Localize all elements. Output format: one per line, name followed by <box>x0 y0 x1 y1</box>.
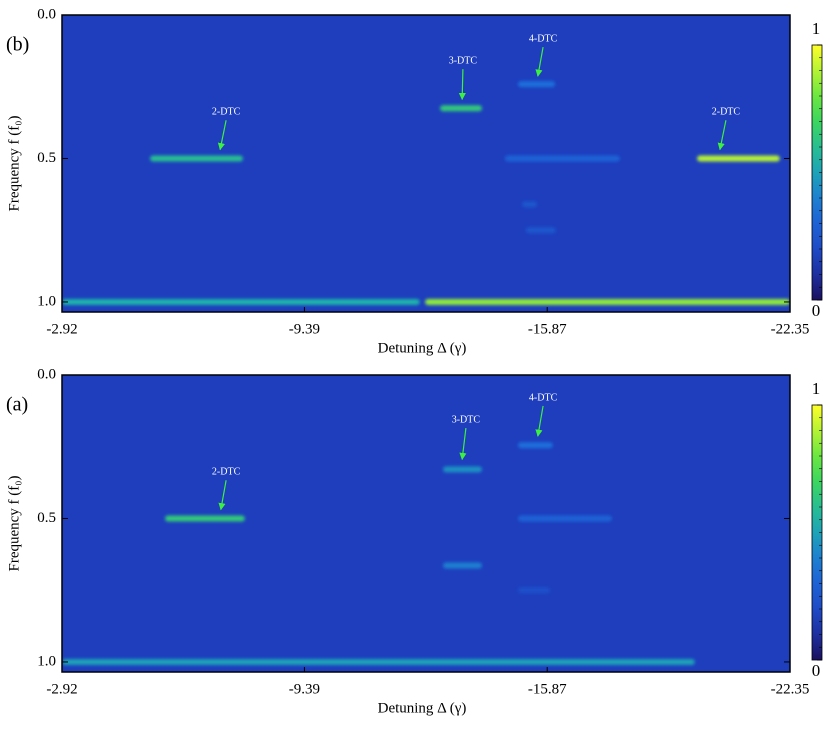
panel-label: (a) <box>6 394 28 416</box>
annotation: 2-DTC <box>212 467 241 478</box>
x-tick-label: -15.87 <box>528 321 567 337</box>
panel-label: (b) <box>6 34 29 56</box>
heatmap-background <box>62 375 790 672</box>
streak <box>62 658 695 665</box>
annotation: 2-DTC <box>712 107 741 118</box>
streak <box>525 227 556 234</box>
y-tick-label: 0.5 <box>37 150 56 166</box>
x-axis-label: Detuning Δ (γ) <box>378 700 467 716</box>
y-tick-label: 0.0 <box>37 366 56 382</box>
colorbar-tick-label: 0 <box>812 661 821 680</box>
y-tick-label: 0.5 <box>37 510 56 526</box>
streak <box>443 562 483 569</box>
plot-frame <box>61 14 791 313</box>
colorbar-tick-label: 1 <box>812 19 821 38</box>
x-tick-label: -2.92 <box>46 321 77 337</box>
x-axis-label: Detuning Δ (γ) <box>378 340 467 356</box>
annotation-arrow <box>459 427 467 461</box>
y-tick-label: 0.0 <box>37 6 56 22</box>
streak <box>440 105 483 112</box>
streak <box>517 587 551 594</box>
annotation: 4-DTC <box>529 33 558 44</box>
annotation-arrow <box>458 69 466 101</box>
streak <box>517 515 613 522</box>
streak <box>443 466 483 473</box>
streak <box>62 298 420 305</box>
streak <box>697 155 780 162</box>
y-tick-label: 1.0 <box>37 653 56 669</box>
annotation: 4-DTC <box>529 392 558 403</box>
streak <box>517 81 556 88</box>
colorbar-tick-label: 0 <box>812 301 821 320</box>
annotation: 3-DTC <box>449 55 478 66</box>
streak <box>504 155 620 162</box>
annotation: 2-DTC <box>212 107 241 118</box>
streak <box>150 155 243 162</box>
x-tick-label: -9.39 <box>289 681 320 697</box>
x-tick-label: -9.39 <box>289 321 320 337</box>
plot-frame <box>61 374 791 673</box>
x-tick-label: -15.87 <box>528 681 567 697</box>
streak <box>425 298 790 305</box>
streak <box>522 201 538 208</box>
colorbar-tick-label: 1 <box>812 379 821 398</box>
annotation-arrow <box>217 120 227 151</box>
y-tick-label: 1.0 <box>37 293 56 309</box>
y-axis-label: Frequency f (f₀) <box>6 115 22 211</box>
heatmap <box>62 15 790 312</box>
x-tick-label: -22.35 <box>771 681 810 697</box>
annotation: 3-DTC <box>452 414 481 425</box>
x-tick-label: -22.35 <box>771 321 810 337</box>
annotation-arrow <box>535 46 544 77</box>
heatmap-background <box>62 15 790 312</box>
streak <box>165 515 245 522</box>
x-tick-label: -2.92 <box>46 681 77 697</box>
streak <box>517 442 553 449</box>
annotation-arrow <box>717 120 727 151</box>
y-axis-label: Frequency f (f₀) <box>6 475 22 571</box>
annotation-arrow <box>218 480 227 511</box>
heatmap <box>62 375 790 672</box>
annotation-arrow <box>535 405 544 437</box>
